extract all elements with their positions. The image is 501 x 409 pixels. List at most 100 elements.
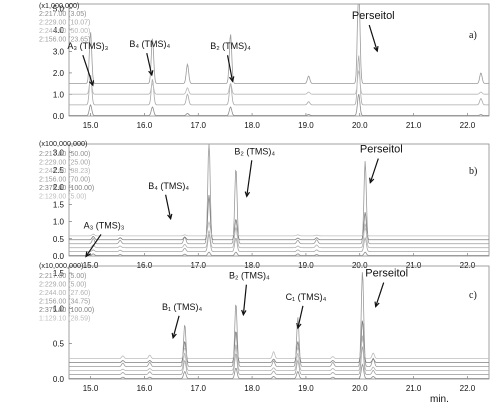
x-tick-label: 19.0 xyxy=(298,261,314,270)
x-tick-label: 21.0 xyxy=(406,121,422,130)
ion-trace-series xyxy=(69,93,489,116)
x-tick-label: 15.0 xyxy=(83,121,99,130)
y-tick-label: 2.0 xyxy=(53,69,65,78)
legend-entry: 2:229.00 (25.00) xyxy=(39,160,90,167)
annotation-arrowhead xyxy=(229,76,235,83)
ion-trace-series xyxy=(69,363,489,379)
x-tick-label: 15.0 xyxy=(83,261,99,270)
legend-entry: 2:217.00 (50.00) xyxy=(39,151,90,158)
annotation-arrowhead xyxy=(148,70,154,77)
legend-entry: 2:375.00 (100.00) xyxy=(39,185,94,192)
peak-annotation-label: B₁ (TMS)₄ xyxy=(162,302,203,312)
peak-annotation-label: A₃ (TMS)₃ xyxy=(84,220,125,230)
annotation-arrowhead xyxy=(88,80,95,87)
peak-annotation-label: Perseitol xyxy=(365,268,408,280)
y-multiplier-label: (x1,000,000) xyxy=(39,1,79,10)
plot-frame xyxy=(68,265,490,380)
y-tick-label: 1.0 xyxy=(53,90,65,99)
y-tick-label: 2.5 xyxy=(53,166,65,175)
legend-entry: 2:244.00 (50.00) xyxy=(39,28,90,35)
ion-trace-series xyxy=(69,346,489,375)
chromatogram-panel-3: 0.5 1.0 1.5 0.0 15.0 16.0 17.0 18.0 19.0 20.0 21.0… xyxy=(39,261,490,405)
annotation-arrow xyxy=(85,234,102,257)
y-tick-label: 3.0 xyxy=(53,149,65,158)
peak-annotation-label: C₁ (TMS)₄ xyxy=(286,292,327,302)
annotation-arrow xyxy=(226,55,234,82)
x-tick-label: 19.0 xyxy=(298,384,314,393)
y-tick-label: 4.0 xyxy=(53,26,65,35)
y-tick-label: 1.0 xyxy=(53,304,65,313)
y-tick-label: 0.0 xyxy=(53,112,65,121)
annotation-arrowhead xyxy=(296,322,302,330)
panel-label: a) xyxy=(469,30,477,41)
ion-trace-series xyxy=(69,337,489,360)
panel-label: b) xyxy=(469,166,477,177)
y-tick-label: 1.0 xyxy=(53,218,65,227)
x-tick-label: 16.0 xyxy=(137,121,153,130)
annotation-arrow xyxy=(369,158,379,183)
y-tick-label: 1.5 xyxy=(53,269,65,278)
y-tick-label: 1.5 xyxy=(53,200,65,209)
peak-annotation-label: Perseitol xyxy=(360,144,403,156)
ion-trace-series xyxy=(69,320,489,364)
ion-trace-series xyxy=(69,335,489,371)
x-tick-label: 20.0 xyxy=(352,384,368,393)
x-tick-label: 22.0 xyxy=(460,384,476,393)
ion-trace-series xyxy=(69,143,489,245)
annotation-arrowhead xyxy=(374,301,380,308)
panel-label: c) xyxy=(469,290,477,301)
ion-trace-series xyxy=(69,194,489,241)
ion-trace-series xyxy=(69,223,489,249)
x-tick-label: 22.0 xyxy=(460,121,476,130)
x-tick-label: 17.0 xyxy=(190,261,206,270)
y-tick-label: 0.0 xyxy=(53,252,65,261)
x-tick-label: 17.0 xyxy=(190,121,206,130)
legend-entry: 1:129.10 (28.59) xyxy=(39,316,90,323)
annotation-arrowhead xyxy=(369,177,375,184)
x-tick-label: 19.0 xyxy=(298,121,314,130)
peak-annotation-label: B₂ (TMS)₄ xyxy=(234,146,275,156)
ion-trace-series xyxy=(69,220,489,237)
x-tick-label: 15.0 xyxy=(83,384,99,393)
ion-trace-series xyxy=(69,3,489,84)
y-tick-label: 0.0 xyxy=(53,375,65,384)
ion-trace-series xyxy=(69,251,489,256)
annotation-arrow xyxy=(165,194,172,219)
annotation-arrow xyxy=(82,55,94,86)
annotation-arrow xyxy=(146,52,153,76)
annotation-arrow xyxy=(246,160,253,197)
peak-annotation-label: B₂ (TMS)₄ xyxy=(229,271,270,281)
ion-trace-series xyxy=(69,55,489,106)
legend-entry: 2:229.00 (10.07) xyxy=(39,20,90,27)
legend-entry: 2:229.00 (5.00) xyxy=(39,282,86,289)
peak-annotation-label: Perseitol xyxy=(352,10,395,22)
chromatogram-panel-2: 0.5 1.0 1.5 2.0 2.5 3.0 0.0 15.0 16.0 17.0 18.0 19.… xyxy=(39,139,490,270)
annotation-arrowhead xyxy=(373,46,379,53)
x-tick-label: 18.0 xyxy=(244,261,260,270)
y-multiplier-label: (x100,000,000) xyxy=(39,139,87,148)
annotation-arrow xyxy=(297,305,304,329)
plot-frame xyxy=(68,143,490,257)
legend-entry: 2:244.00 (98.23) xyxy=(39,168,90,175)
chromatogram-panel-1: 1.0 2.0 3.0 4.0 5.0 0.0 15.0 16.0 17.0 18.0 19.0 20… xyxy=(39,1,490,130)
ion-trace-series xyxy=(69,234,489,253)
x-tick-label: 20.0 xyxy=(352,261,368,270)
annotation-arrow xyxy=(172,315,180,338)
legend-entry: 2:217.00 (3.05) xyxy=(39,11,86,18)
y-tick-label: 0.5 xyxy=(53,340,65,349)
x-tick-label: 18.0 xyxy=(244,384,260,393)
annotation-arrowhead xyxy=(85,251,91,258)
x-tick-label: 21.0 xyxy=(406,261,422,270)
plot-frame xyxy=(68,3,490,117)
legend-entry: 2:217.00 (5.00) xyxy=(39,273,86,280)
y-tick-label: 0.5 xyxy=(53,235,65,244)
annotation-arrowhead xyxy=(171,332,177,340)
y-tick-label: 2.0 xyxy=(53,183,65,192)
annotation-arrow xyxy=(242,284,247,315)
annotation-arrowhead xyxy=(167,213,173,221)
x-tick-label: 21.0 xyxy=(406,384,422,393)
ion-trace-series xyxy=(69,272,489,368)
peak-annotation-label: A₃ (TMS)₃ xyxy=(67,41,108,51)
x-tick-label: 18.0 xyxy=(244,121,260,130)
